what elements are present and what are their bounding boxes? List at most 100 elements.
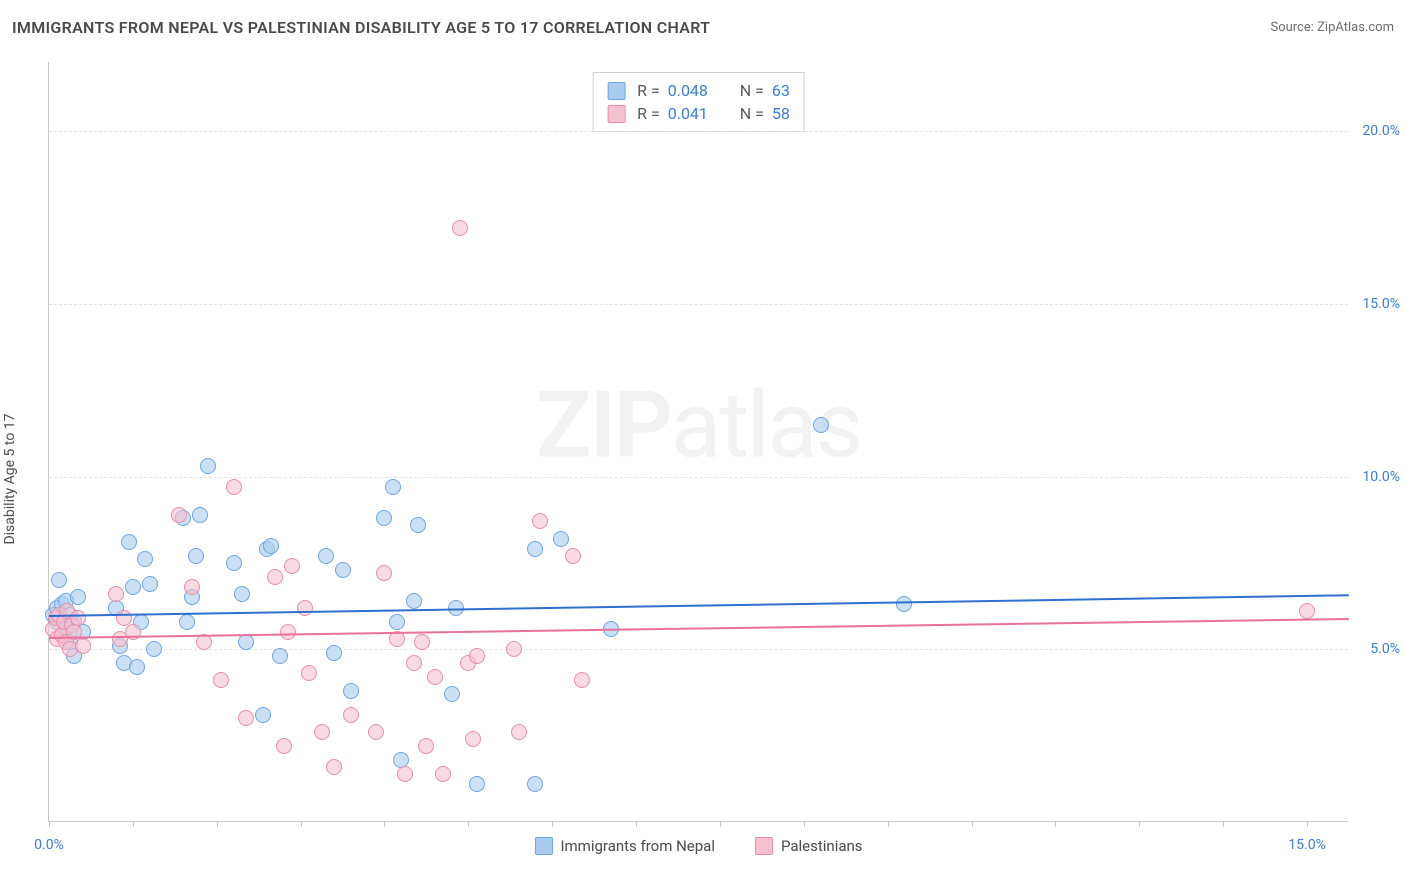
scatter-point-palestinians [226, 479, 242, 495]
scatter-point-nepal [527, 776, 543, 792]
stats-legend: R =0.048N =63R =0.041N =58 [592, 72, 805, 132]
chart-container: Disability Age 5 to 17 ZIPatlas R =0.048… [0, 50, 1406, 892]
scatter-point-palestinians [465, 731, 481, 747]
scatter-point-palestinians [414, 634, 430, 650]
gridline [49, 477, 1348, 478]
stat-n-label: N = [740, 104, 764, 123]
scatter-point-palestinians [511, 724, 527, 740]
x-tick-mark [468, 821, 469, 827]
scatter-point-palestinians [108, 586, 124, 602]
scatter-point-palestinians [284, 558, 300, 574]
legend-label: Immigrants from Nepal [560, 837, 715, 855]
scatter-point-palestinians [1299, 603, 1315, 619]
scatter-point-nepal [410, 517, 426, 533]
x-tick-mark [217, 821, 218, 827]
scatter-point-nepal [896, 596, 912, 612]
scatter-point-nepal [263, 538, 279, 554]
scatter-point-palestinians [397, 766, 413, 782]
y-tick-label: 15.0% [1362, 296, 1400, 312]
scatter-point-palestinians [267, 569, 283, 585]
stat-r-label: R = [637, 104, 660, 123]
scatter-point-palestinians [184, 579, 200, 595]
scatter-point-palestinians [368, 724, 384, 740]
scatter-point-nepal [255, 707, 271, 723]
scatter-point-palestinians [427, 669, 443, 685]
scatter-point-palestinians [75, 638, 91, 654]
scatter-point-palestinians [469, 648, 485, 664]
scatter-point-nepal [125, 579, 141, 595]
scatter-point-nepal [389, 614, 405, 630]
scatter-point-palestinians [574, 672, 590, 688]
scatter-point-nepal [70, 589, 86, 605]
x-tick-mark [133, 821, 134, 827]
x-tick-mark [49, 821, 50, 827]
scatter-point-palestinians [418, 738, 434, 754]
scatter-point-nepal [376, 510, 392, 526]
stat-r-value: 0.041 [668, 104, 728, 123]
scatter-point-nepal [343, 683, 359, 699]
scatter-point-palestinians [276, 738, 292, 754]
scatter-point-palestinians [280, 624, 296, 640]
scatter-point-palestinians [326, 759, 342, 775]
scatter-point-nepal [385, 479, 401, 495]
stat-r-value: 0.048 [668, 81, 728, 100]
scatter-point-nepal [406, 593, 422, 609]
scatter-point-nepal [51, 572, 67, 588]
x-tick-mark [552, 821, 553, 827]
y-tick-label: 5.0% [1370, 641, 1400, 657]
stats-legend-row: R =0.041N =58 [607, 102, 790, 125]
scatter-point-palestinians [297, 600, 313, 616]
scatter-point-palestinians [376, 565, 392, 581]
scatter-point-palestinians [301, 665, 317, 681]
scatter-point-nepal [527, 541, 543, 557]
x-tick-mark [636, 821, 637, 827]
stat-n-label: N = [740, 81, 764, 100]
scatter-point-nepal [192, 507, 208, 523]
scatter-point-nepal [469, 776, 485, 792]
scatter-point-palestinians [70, 610, 86, 626]
x-tick-mark [1055, 821, 1056, 827]
x-tick-mark [1307, 821, 1308, 827]
series-legend: Immigrants from Nepal Palestinians [534, 837, 862, 855]
x-tick-mark [301, 821, 302, 827]
legend-swatch [607, 82, 625, 100]
watermark-zip: ZIP [536, 373, 671, 480]
scatter-point-palestinians [314, 724, 330, 740]
series-legend-item: Immigrants from Nepal [534, 837, 715, 855]
scatter-point-palestinians [406, 655, 422, 671]
x-tick-label: 15.0% [1288, 837, 1326, 853]
x-tick-mark [720, 821, 721, 827]
chart-title: IMMIGRANTS FROM NEPAL VS PALESTINIAN DIS… [12, 18, 710, 37]
scatter-point-nepal [121, 534, 137, 550]
legend-swatch [607, 105, 625, 123]
scatter-point-palestinians [532, 513, 548, 529]
legend-label: Palestinians [781, 837, 863, 855]
scatter-point-nepal [142, 576, 158, 592]
x-tick-mark [384, 821, 385, 827]
scatter-point-nepal [146, 641, 162, 657]
y-tick-label: 10.0% [1362, 469, 1400, 485]
scatter-point-nepal [444, 686, 460, 702]
scatter-point-palestinians [452, 220, 468, 236]
scatter-point-nepal [335, 562, 351, 578]
stat-n-value: 63 [772, 81, 790, 100]
plot-area: ZIPatlas R =0.048N =63R =0.041N =58 Immi… [48, 62, 1348, 822]
scatter-point-palestinians [213, 672, 229, 688]
scatter-point-nepal [238, 634, 254, 650]
legend-swatch [534, 837, 552, 855]
series-legend-item: Palestinians [755, 837, 863, 855]
scatter-point-nepal [200, 458, 216, 474]
trendline [49, 618, 1349, 639]
scatter-point-nepal [553, 531, 569, 547]
scatter-point-nepal [179, 614, 195, 630]
gridline [49, 304, 1348, 305]
legend-swatch [755, 837, 773, 855]
source-attribution: Source: ZipAtlas.com [1270, 20, 1394, 35]
scatter-point-nepal [813, 417, 829, 433]
scatter-point-palestinians [565, 548, 581, 564]
y-tick-label: 20.0% [1362, 123, 1400, 139]
scatter-point-nepal [129, 659, 145, 675]
scatter-point-palestinians [506, 641, 522, 657]
stats-legend-row: R =0.048N =63 [607, 79, 790, 102]
x-tick-mark [804, 821, 805, 827]
